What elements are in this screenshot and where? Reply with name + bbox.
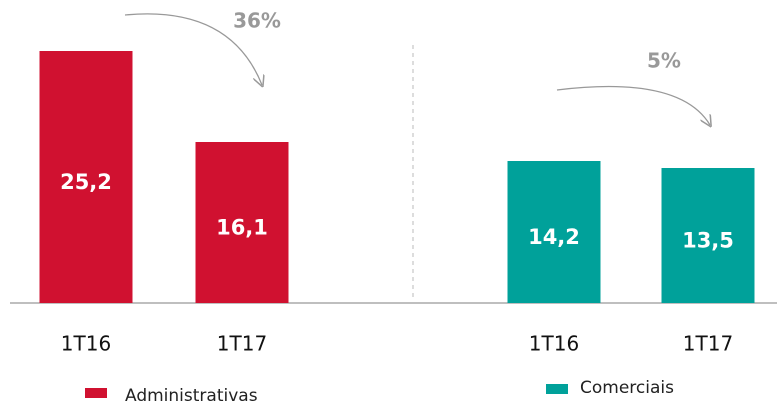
arrow <box>124 13 262 85</box>
data-label: 14,2 <box>528 225 580 249</box>
x-tick-label: 1T16 <box>529 332 579 356</box>
x-tick-label: 1T16 <box>61 332 111 356</box>
legend-swatch <box>546 384 568 394</box>
x-tick-label: 1T17 <box>217 332 267 356</box>
data-label: 13,5 <box>682 229 734 253</box>
bar <box>507 161 601 303</box>
arrow <box>556 85 710 125</box>
bar <box>39 51 133 303</box>
legend-label: Comerciais <box>580 378 674 398</box>
legend-swatch <box>85 388 107 398</box>
data-label: 16,1 <box>216 216 268 240</box>
data-label: 25,2 <box>60 170 112 194</box>
bar <box>195 142 289 303</box>
bar <box>661 168 755 303</box>
annotation: 36% <box>233 9 281 33</box>
annotation: 5% <box>647 49 681 73</box>
x-tick-label: 1T17 <box>683 332 733 356</box>
legend-label: Administrativas <box>125 386 258 406</box>
